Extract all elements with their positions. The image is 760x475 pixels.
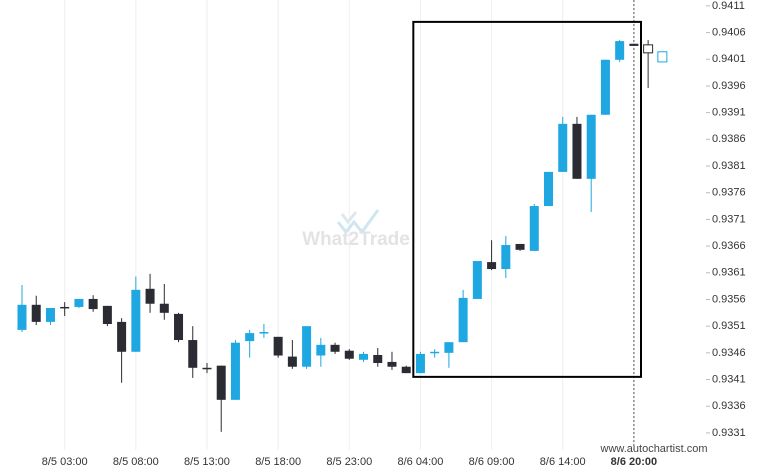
candle-body <box>401 366 411 374</box>
y-tick-label: 0.9346 <box>712 347 746 359</box>
candle-body <box>230 342 240 400</box>
x-tick-label: 8/6 20:00 <box>611 456 657 468</box>
y-tick-label: 0.9401 <box>712 53 746 65</box>
candle-body <box>131 289 141 352</box>
x-tick-label: 8/6 14:00 <box>540 456 586 468</box>
candle-body <box>359 353 369 360</box>
y-tick-label: 0.9336 <box>712 400 746 412</box>
watermark-logo <box>336 209 380 235</box>
y-tick-label: 0.9366 <box>712 240 746 252</box>
y-tick-label: 0.9356 <box>712 293 746 305</box>
candle-body <box>615 41 625 60</box>
candle-body <box>17 304 27 330</box>
y-tick-label: 0.9391 <box>712 107 746 119</box>
y-tick-label: 0.9331 <box>712 427 746 439</box>
candle-body <box>202 367 212 370</box>
pattern-box <box>412 20 643 378</box>
y-tick-label: 0.9411 <box>712 0 745 12</box>
candle-body <box>558 123 568 172</box>
candle-body <box>74 298 84 307</box>
candle-body <box>60 306 70 309</box>
y-tick-label: 0.9381 <box>712 160 746 172</box>
candle-body <box>330 344 340 352</box>
candle-body <box>629 43 639 46</box>
candle-body <box>245 333 255 342</box>
candle-body <box>45 308 55 322</box>
candle-body <box>657 51 668 63</box>
candle-body <box>586 114 596 179</box>
x-tick-label: 8/5 03:00 <box>42 456 88 468</box>
candle-body <box>430 351 440 354</box>
y-tick-label: 0.9371 <box>712 213 746 225</box>
x-tick-label: 8/6 09:00 <box>469 456 515 468</box>
candle-body <box>415 353 425 374</box>
x-tick-label: 8/5 13:00 <box>184 456 230 468</box>
source-label: www.autochartist.com <box>600 443 708 455</box>
candle-body <box>117 321 127 352</box>
candle-body <box>174 313 184 341</box>
candle-body <box>145 288 155 304</box>
y-tick-label: 0.9361 <box>712 267 746 279</box>
candle-body <box>643 44 654 54</box>
candle-body <box>287 356 297 367</box>
candle-body <box>487 262 497 270</box>
candle-body <box>515 243 525 250</box>
y-tick-label: 0.9396 <box>712 80 746 92</box>
candle-body <box>501 245 511 270</box>
y-tick-label: 0.9376 <box>712 187 746 199</box>
candle-body <box>344 350 354 359</box>
candle-body <box>159 303 169 313</box>
candle-body <box>88 298 98 310</box>
candle-body <box>216 365 226 400</box>
y-tick-label: 0.9406 <box>712 26 746 38</box>
candle-body <box>373 354 383 363</box>
candle-body <box>316 344 326 356</box>
x-tick-label: 8/5 18:00 <box>255 456 301 468</box>
candle-body <box>273 336 283 356</box>
y-tick-label: 0.9386 <box>712 133 746 145</box>
candle-body <box>31 304 41 322</box>
candle-body <box>259 332 269 334</box>
candle-body <box>387 361 397 367</box>
candle-body <box>302 326 312 367</box>
watermark: What2Trade <box>302 229 410 250</box>
candle-body <box>472 261 482 299</box>
candle-body <box>600 59 610 115</box>
y-tick-label: 0.9351 <box>712 320 746 332</box>
candle-body <box>188 340 198 368</box>
candle-body <box>572 123 582 179</box>
x-tick-label: 8/5 23:00 <box>326 456 372 468</box>
candle-body <box>529 206 539 251</box>
x-tick-label: 8/6 04:00 <box>398 456 444 468</box>
candle-body <box>102 305 112 325</box>
candle-body <box>444 342 454 353</box>
candle-body <box>544 171 554 207</box>
x-tick-label: 8/5 08:00 <box>113 456 159 468</box>
y-tick-label: 0.9341 <box>712 373 746 385</box>
candle-body <box>458 297 468 343</box>
